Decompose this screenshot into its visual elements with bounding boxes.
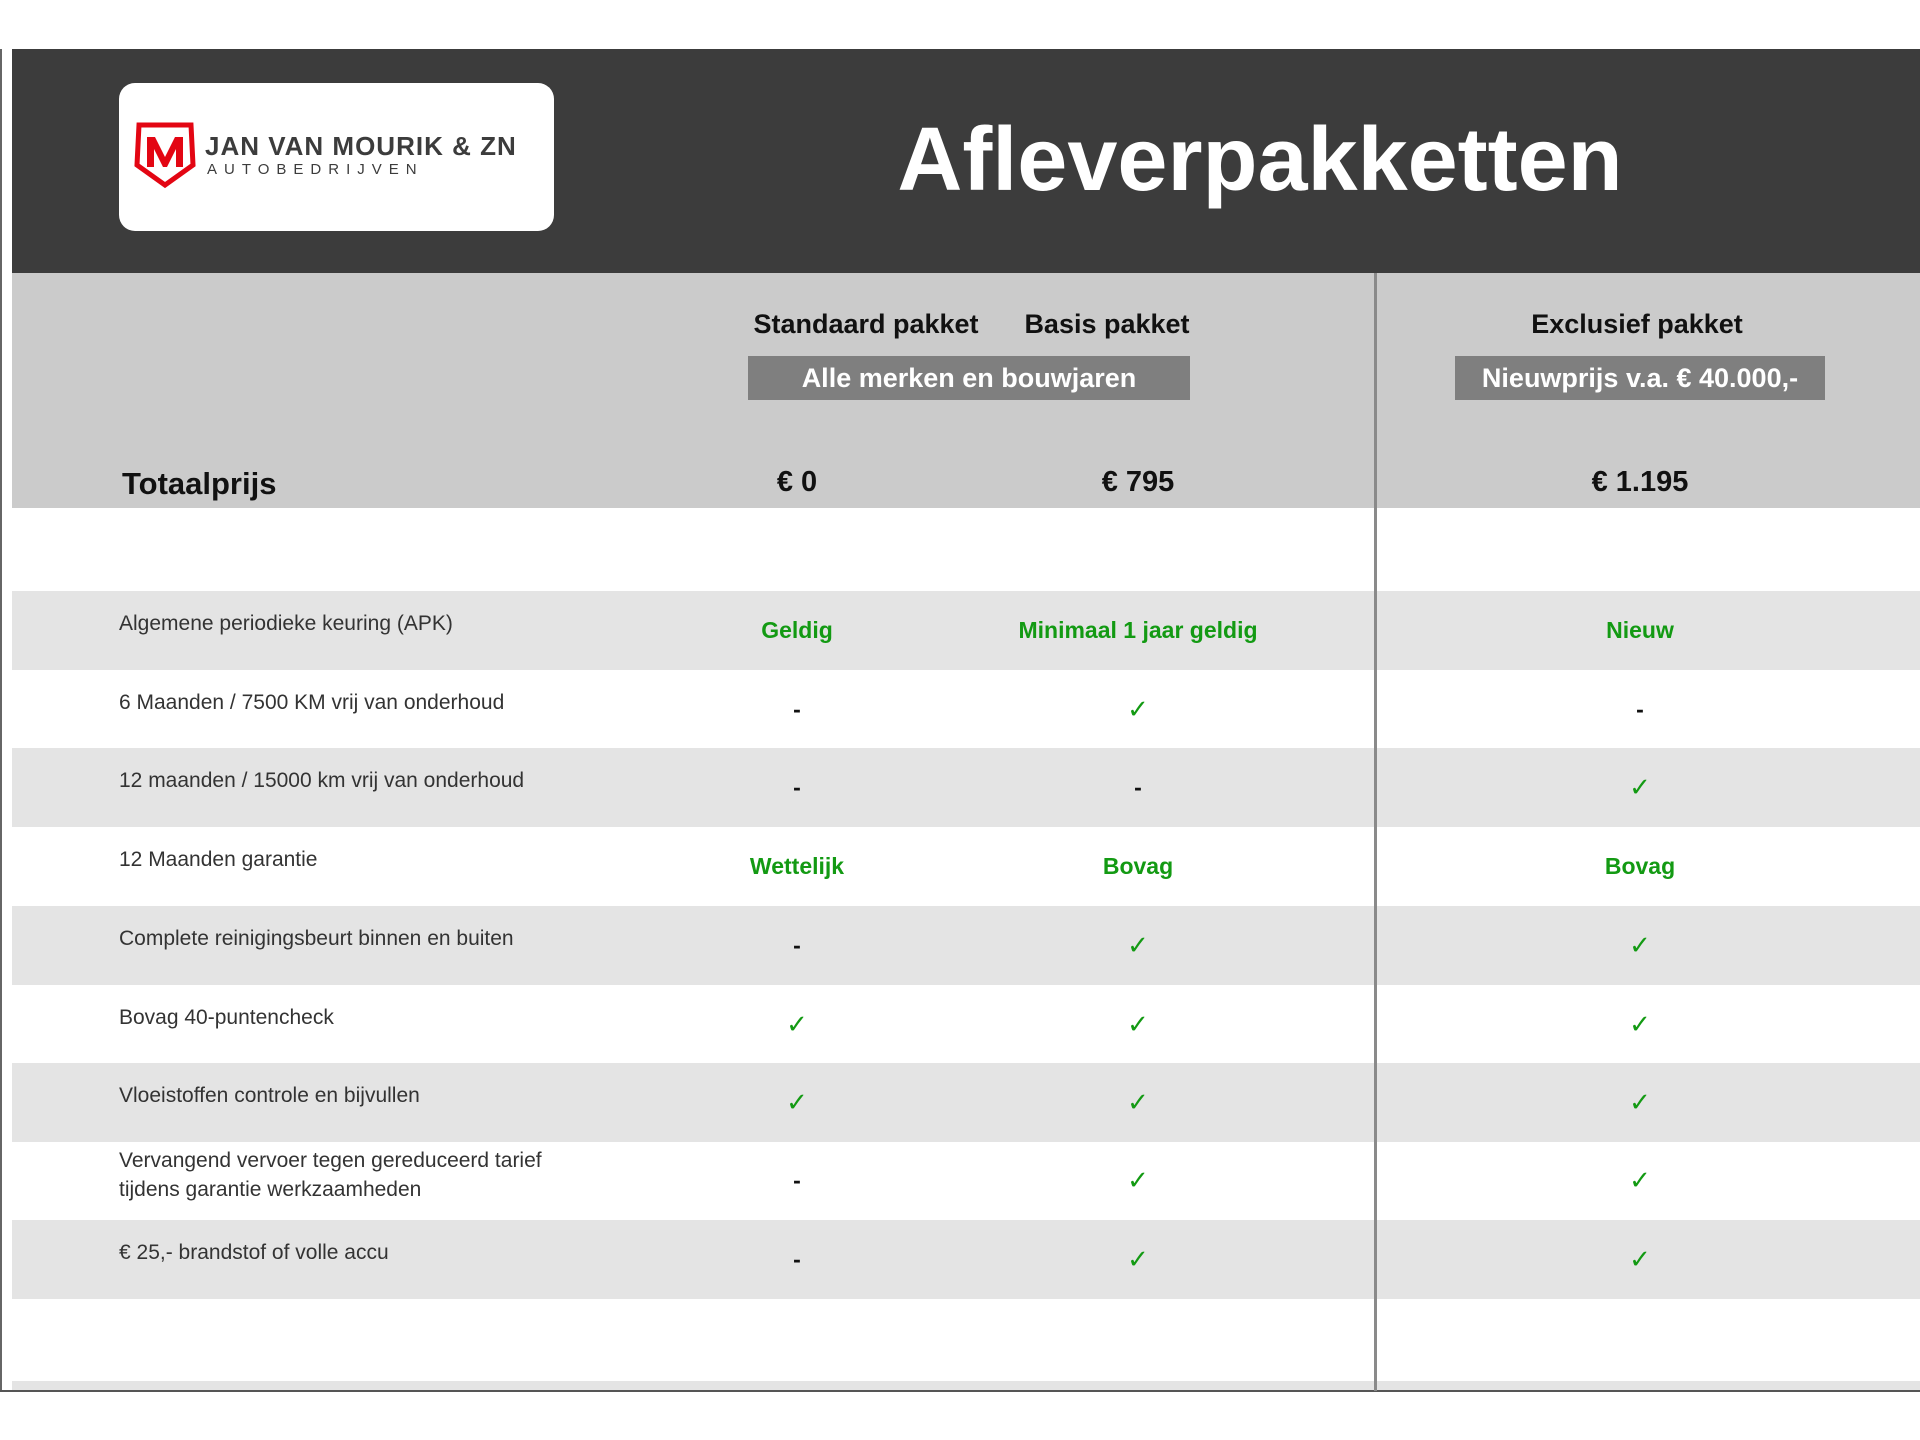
table-row: Vloeistoffen controle en bijvullen ✓ ✓ ✓ — [12, 1063, 1920, 1142]
row-label: Vloeistoffen controle en bijvullen — [119, 1084, 420, 1107]
table-row: 12 Maanden garantie Wettelijk Bovag Bovag — [12, 827, 1920, 906]
row-value: Bovag — [1102, 853, 1174, 879]
check-icon: ✓ — [1127, 1244, 1149, 1274]
check-icon: ✓ — [786, 1009, 808, 1039]
table-row: Bovag 40-puntencheck ✓ ✓ ✓ — [12, 985, 1920, 1064]
column-divider — [1374, 273, 1377, 1391]
check-icon: ✓ — [1127, 694, 1149, 724]
table-row: € 25,- brandstof of volle accu - ✓ ✓ — [12, 1220, 1920, 1299]
row-label: 12 maanden / 15000 km vrij van onderhoud — [119, 769, 525, 792]
company-logo: JAN VAN MOURIK & ZN AUTOBEDRIJVEN — [119, 83, 554, 231]
table-row: Complete reinigingsbeurt binnen en buite… — [12, 906, 1920, 985]
check-icon: ✓ — [1127, 1165, 1149, 1195]
row-value: Nieuw — [1606, 617, 1674, 643]
row-label: Complete reinigingsbeurt binnen en buite… — [119, 927, 514, 950]
row-label: 12 Maanden garantie — [119, 848, 318, 871]
table-row: 6 Maanden / 7500 KM vrij van onderhoud - ✓… — [12, 670, 1920, 749]
dash-value: - — [793, 774, 801, 800]
check-icon: ✓ — [1127, 930, 1149, 960]
price-basis: € 795 — [1101, 466, 1175, 498]
check-icon: ✓ — [1629, 1244, 1651, 1274]
row-label: Vervangend vervoer tegen gereduceerd tar… — [119, 1149, 542, 1201]
dash-value: - — [793, 696, 801, 722]
table-row: Algemene periodieke keuring (APK) Geldig M… — [12, 591, 1920, 670]
check-icon: ✓ — [1629, 1165, 1651, 1195]
check-icon: ✓ — [786, 1087, 808, 1117]
shield-m-logo-icon — [134, 122, 196, 189]
row-label: Bovag 40-puntencheck — [119, 1006, 334, 1029]
frame-border — [0, 49, 2, 1392]
note-all-brands: Alle merken en bouwjaren — [748, 356, 1190, 400]
dash-value: - — [1636, 696, 1644, 722]
row-value: Bovag — [1604, 853, 1676, 879]
dash-value: - — [793, 1246, 801, 1272]
check-icon: ✓ — [1127, 1087, 1149, 1117]
note-new-price: Nieuwprijs v.a. € 40.000,- — [1455, 356, 1825, 400]
table-footer-strip — [12, 1381, 1920, 1391]
package-name-basis: Basis pakket — [1024, 309, 1190, 339]
dash-value: - — [793, 1167, 801, 1193]
package-name-standaard: Standaard pakket — [753, 309, 979, 339]
price-standaard: € 0 — [776, 466, 818, 498]
row-label: Algemene periodieke keuring (APK) — [119, 612, 453, 635]
table-row: Vervangend vervoer tegen gereduceerd tar… — [12, 1141, 1920, 1220]
total-price-label: Totaalprijs — [122, 466, 277, 501]
check-icon: ✓ — [1629, 930, 1651, 960]
row-label: € 25,- brandstof of volle accu — [119, 1241, 389, 1264]
dash-value: - — [793, 932, 801, 958]
package-name-exclusief: Exclusief pakket — [1531, 309, 1743, 339]
check-icon: ✓ — [1629, 1087, 1651, 1117]
row-label: 6 Maanden / 7500 KM vrij van onderhoud — [119, 691, 505, 714]
page-title: Afleverpakketten — [897, 110, 1623, 210]
frame-border — [0, 1390, 1920, 1392]
dash-value: - — [1134, 774, 1142, 800]
logo-subtitle: AUTOBEDRIJVEN — [207, 161, 424, 178]
logo-company-name: JAN VAN MOURIK & ZN — [205, 131, 517, 161]
price-exclusief: € 1.195 — [1591, 466, 1689, 498]
row-value: Wettelijk — [749, 853, 845, 879]
check-icon: ✓ — [1629, 1009, 1651, 1039]
check-icon: ✓ — [1629, 772, 1651, 802]
row-value: Minimaal 1 jaar geldig — [1018, 617, 1258, 643]
row-value: Geldig — [761, 617, 833, 643]
check-icon: ✓ — [1127, 1009, 1149, 1039]
table-row: 12 maanden / 15000 km vrij van onderhoud… — [12, 748, 1920, 827]
